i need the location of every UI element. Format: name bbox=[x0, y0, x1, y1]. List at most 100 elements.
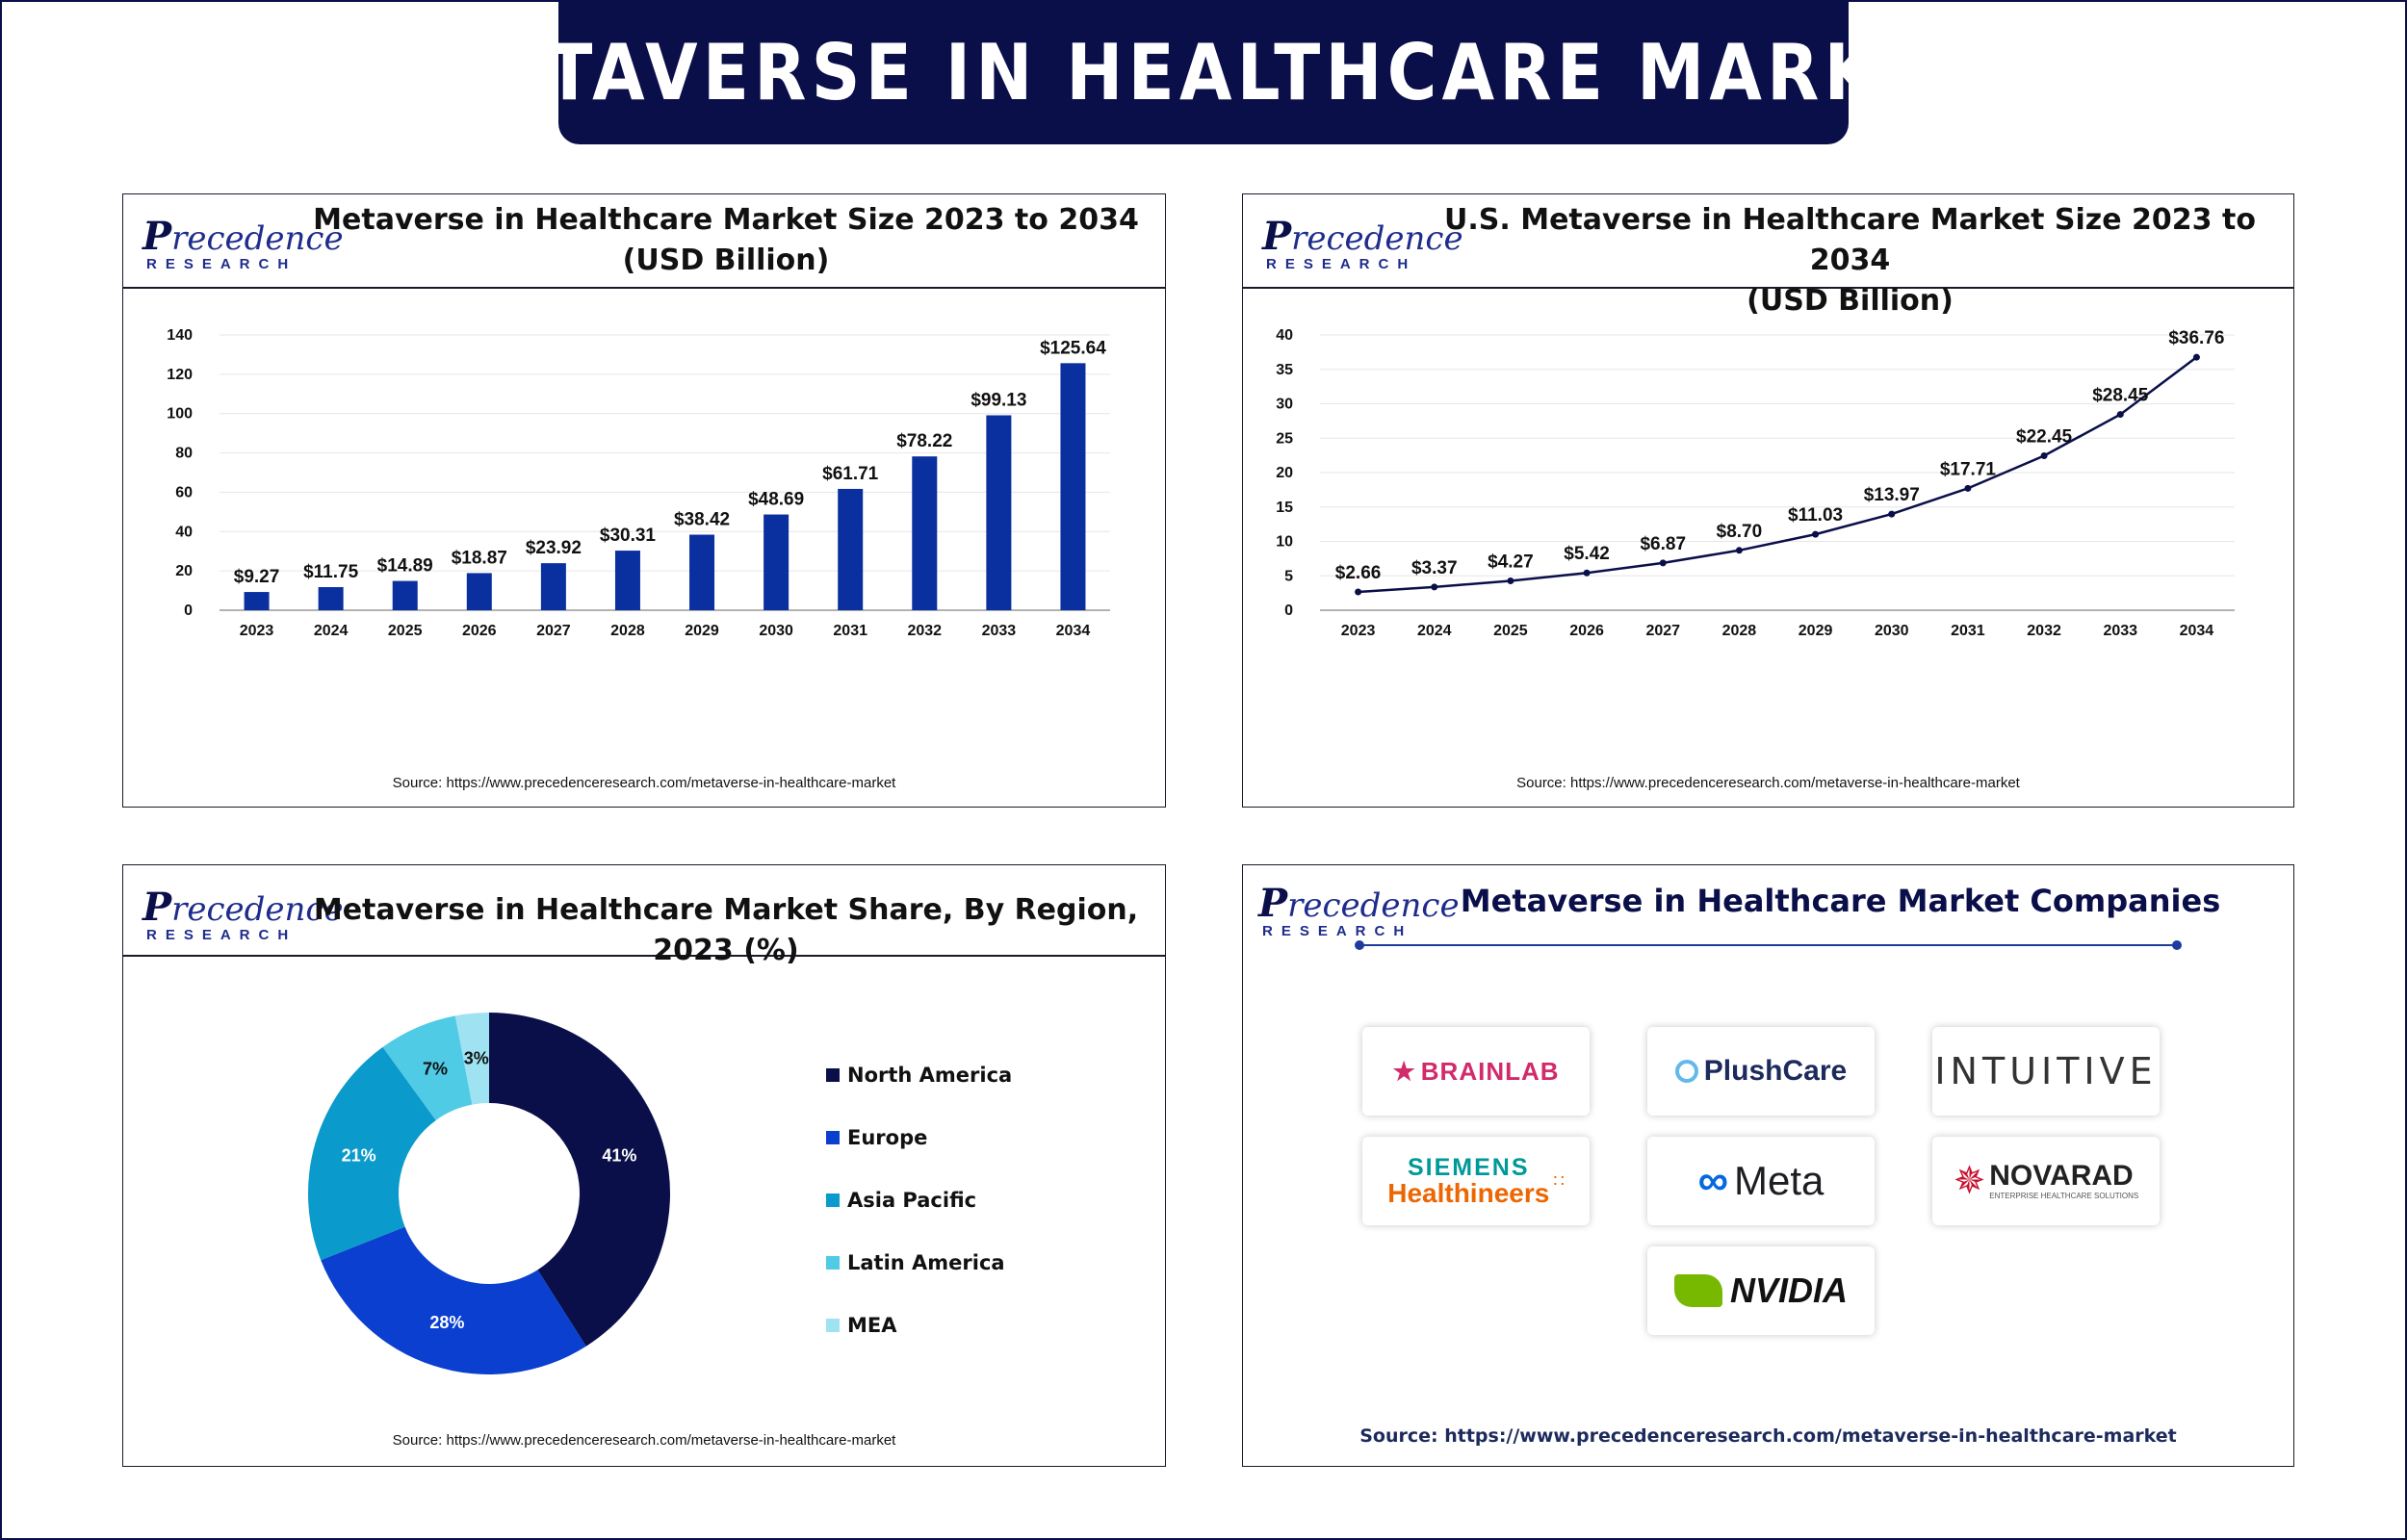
bar-chart: 0 20 40 60 80 100 120 140 $9.27 2023 $11.75 2024 $14… bbox=[167, 327, 1110, 639]
bar-data-label: $125.64 bbox=[1040, 338, 1106, 358]
bar-data-label: $18.87 bbox=[452, 548, 507, 568]
data-point bbox=[1507, 577, 1514, 584]
donut-slice bbox=[382, 1015, 473, 1120]
legend-swatch bbox=[826, 1068, 840, 1082]
bar bbox=[614, 551, 640, 610]
companies-source: Source: https://www.precedenceresearch.c… bbox=[1359, 1425, 2177, 1447]
y-tick-label: 20 bbox=[1276, 465, 1293, 481]
company-card-intuitive: INTUITIVE bbox=[1932, 1027, 2160, 1116]
companies-title: Metaverse in Healthcare Market Companies bbox=[1460, 883, 2221, 919]
x-tick-label: 2024 bbox=[1417, 623, 1452, 639]
y-tick-label: 20 bbox=[175, 563, 193, 579]
y-tick-label: 40 bbox=[1276, 327, 1293, 344]
companies-panel: Precedence RESEARCH Metaverse in Healthc… bbox=[1242, 864, 2294, 1467]
legend-item: MEA bbox=[826, 1306, 1012, 1345]
x-tick-label: 2028 bbox=[610, 623, 645, 639]
legend-swatch bbox=[826, 1256, 840, 1270]
x-tick-label: 2031 bbox=[1951, 623, 1985, 639]
bar bbox=[764, 514, 789, 610]
series-line bbox=[1358, 356, 2198, 594]
company-tagline: ENTERPRISE HEALTHCARE SOLUTIONS bbox=[1989, 1192, 2139, 1200]
x-tick-label: 2033 bbox=[2103, 623, 2137, 639]
bar bbox=[1060, 363, 1086, 610]
company-name-sub: Healthineers bbox=[1387, 1177, 1550, 1208]
y-tick-label: 15 bbox=[1276, 500, 1293, 516]
bar-data-label: $23.92 bbox=[526, 538, 582, 558]
panel-title: Metaverse in Healthcare Market Share, By… bbox=[313, 893, 1139, 967]
legend-swatch bbox=[826, 1194, 840, 1207]
brainlab-mark-icon: ★ bbox=[1392, 1056, 1415, 1086]
point-data-label: $36.76 bbox=[2168, 328, 2224, 348]
legend-label: MEA bbox=[847, 1314, 897, 1337]
divider-dot-right bbox=[2172, 940, 2182, 950]
point-data-label: $28.45 bbox=[2092, 386, 2149, 406]
bar bbox=[912, 456, 938, 610]
data-point bbox=[2192, 353, 2200, 361]
legend-swatch bbox=[826, 1319, 840, 1332]
slice-label: 21% bbox=[342, 1146, 376, 1166]
data-point bbox=[1659, 559, 1667, 567]
y-tick-label: 0 bbox=[184, 603, 193, 619]
x-tick-label: 2026 bbox=[1569, 623, 1604, 639]
donut-slice bbox=[489, 1013, 670, 1347]
y-tick-label: 100 bbox=[167, 406, 193, 423]
company-card-brainlab: ★ BRAINLAB bbox=[1362, 1027, 1590, 1116]
x-tick-label: 2034 bbox=[2180, 623, 2214, 639]
y-tick-label: 10 bbox=[1276, 534, 1293, 551]
bar-data-label: $30.31 bbox=[600, 526, 657, 546]
panel-header: Precedence RESEARCH U.S. Metaverse in He… bbox=[1243, 194, 2293, 318]
title-banner: METAVERSE IN HEALTHCARE MARKET bbox=[423, 0, 1980, 144]
data-point bbox=[1735, 547, 1743, 554]
y-tick-label: 140 bbox=[167, 327, 193, 344]
bar bbox=[318, 586, 344, 610]
x-tick-label: 2024 bbox=[314, 623, 349, 639]
data-point bbox=[2116, 411, 2124, 419]
title-divider bbox=[1359, 944, 2178, 946]
bar bbox=[466, 573, 492, 610]
company-name: BRAINLAB bbox=[1420, 1056, 1560, 1086]
legend-swatch bbox=[826, 1131, 840, 1144]
bar-data-label: $9.27 bbox=[234, 567, 280, 587]
slice-label: 28% bbox=[429, 1313, 464, 1332]
bar bbox=[540, 563, 566, 610]
company-name: PlushCare bbox=[1703, 1055, 1848, 1087]
donut-slice bbox=[321, 1226, 586, 1374]
company-name: INTUITIVE bbox=[1934, 1050, 2158, 1092]
panel-title: U.S. Metaverse in Healthcare Market Size… bbox=[1444, 203, 2256, 318]
bar bbox=[689, 534, 715, 610]
siemens-dots-icon: ∷ bbox=[1553, 1170, 1565, 1191]
point-data-label: $6.87 bbox=[1640, 534, 1686, 554]
precedence-research-logo: Precedence RESEARCH bbox=[1262, 214, 1463, 273]
company-name: NOVARAD bbox=[1989, 1160, 2134, 1192]
legend-label: North America bbox=[847, 1064, 1013, 1087]
x-tick-label: 2028 bbox=[1722, 623, 1757, 639]
novarad-burst-icon: ✵ bbox=[1953, 1160, 1986, 1202]
y-tick-label: 120 bbox=[167, 367, 193, 383]
x-tick-label: 2031 bbox=[833, 623, 867, 639]
precedence-research-logo: Precedence RESEARCH bbox=[142, 885, 344, 944]
data-point bbox=[1431, 583, 1438, 591]
company-name: SIEMENS bbox=[1408, 1153, 1530, 1181]
point-data-label: $3.37 bbox=[1411, 558, 1458, 578]
y-tick-label: 80 bbox=[175, 446, 193, 462]
bar bbox=[838, 488, 864, 610]
x-tick-label: 2029 bbox=[1799, 623, 1833, 639]
slice-label: 7% bbox=[423, 1060, 448, 1079]
line-chart: 0510152025303540$2.662023$3.372024$4.272… bbox=[1276, 327, 2235, 639]
meta-infinity-icon: ∞ bbox=[1697, 1157, 1728, 1204]
data-point bbox=[1964, 484, 1972, 492]
x-tick-label: 2025 bbox=[388, 623, 423, 639]
precedence-research-logo: Precedence RESEARCH bbox=[142, 214, 344, 273]
point-data-label: $17.71 bbox=[1940, 459, 1997, 479]
point-data-label: $8.70 bbox=[1717, 522, 1763, 542]
global-market-panel: Precedence RESEARCH Metaverse in Healthc… bbox=[122, 193, 1166, 808]
bar-data-label: $14.89 bbox=[377, 556, 433, 577]
company-name: NVIDIA bbox=[1729, 1270, 1848, 1310]
legend-item: Asia Pacific bbox=[826, 1181, 1012, 1219]
plushcare-ring-icon bbox=[1674, 1060, 1698, 1083]
chart-source: Source: https://www.precedenceresearch.c… bbox=[1516, 775, 2020, 791]
point-data-label: $13.97 bbox=[1864, 485, 1920, 505]
point-data-label: $11.03 bbox=[1788, 505, 1843, 526]
company-card-siemens: SIEMENS Healthineers ∷ bbox=[1362, 1137, 1590, 1225]
x-tick-label: 2034 bbox=[1056, 623, 1091, 639]
